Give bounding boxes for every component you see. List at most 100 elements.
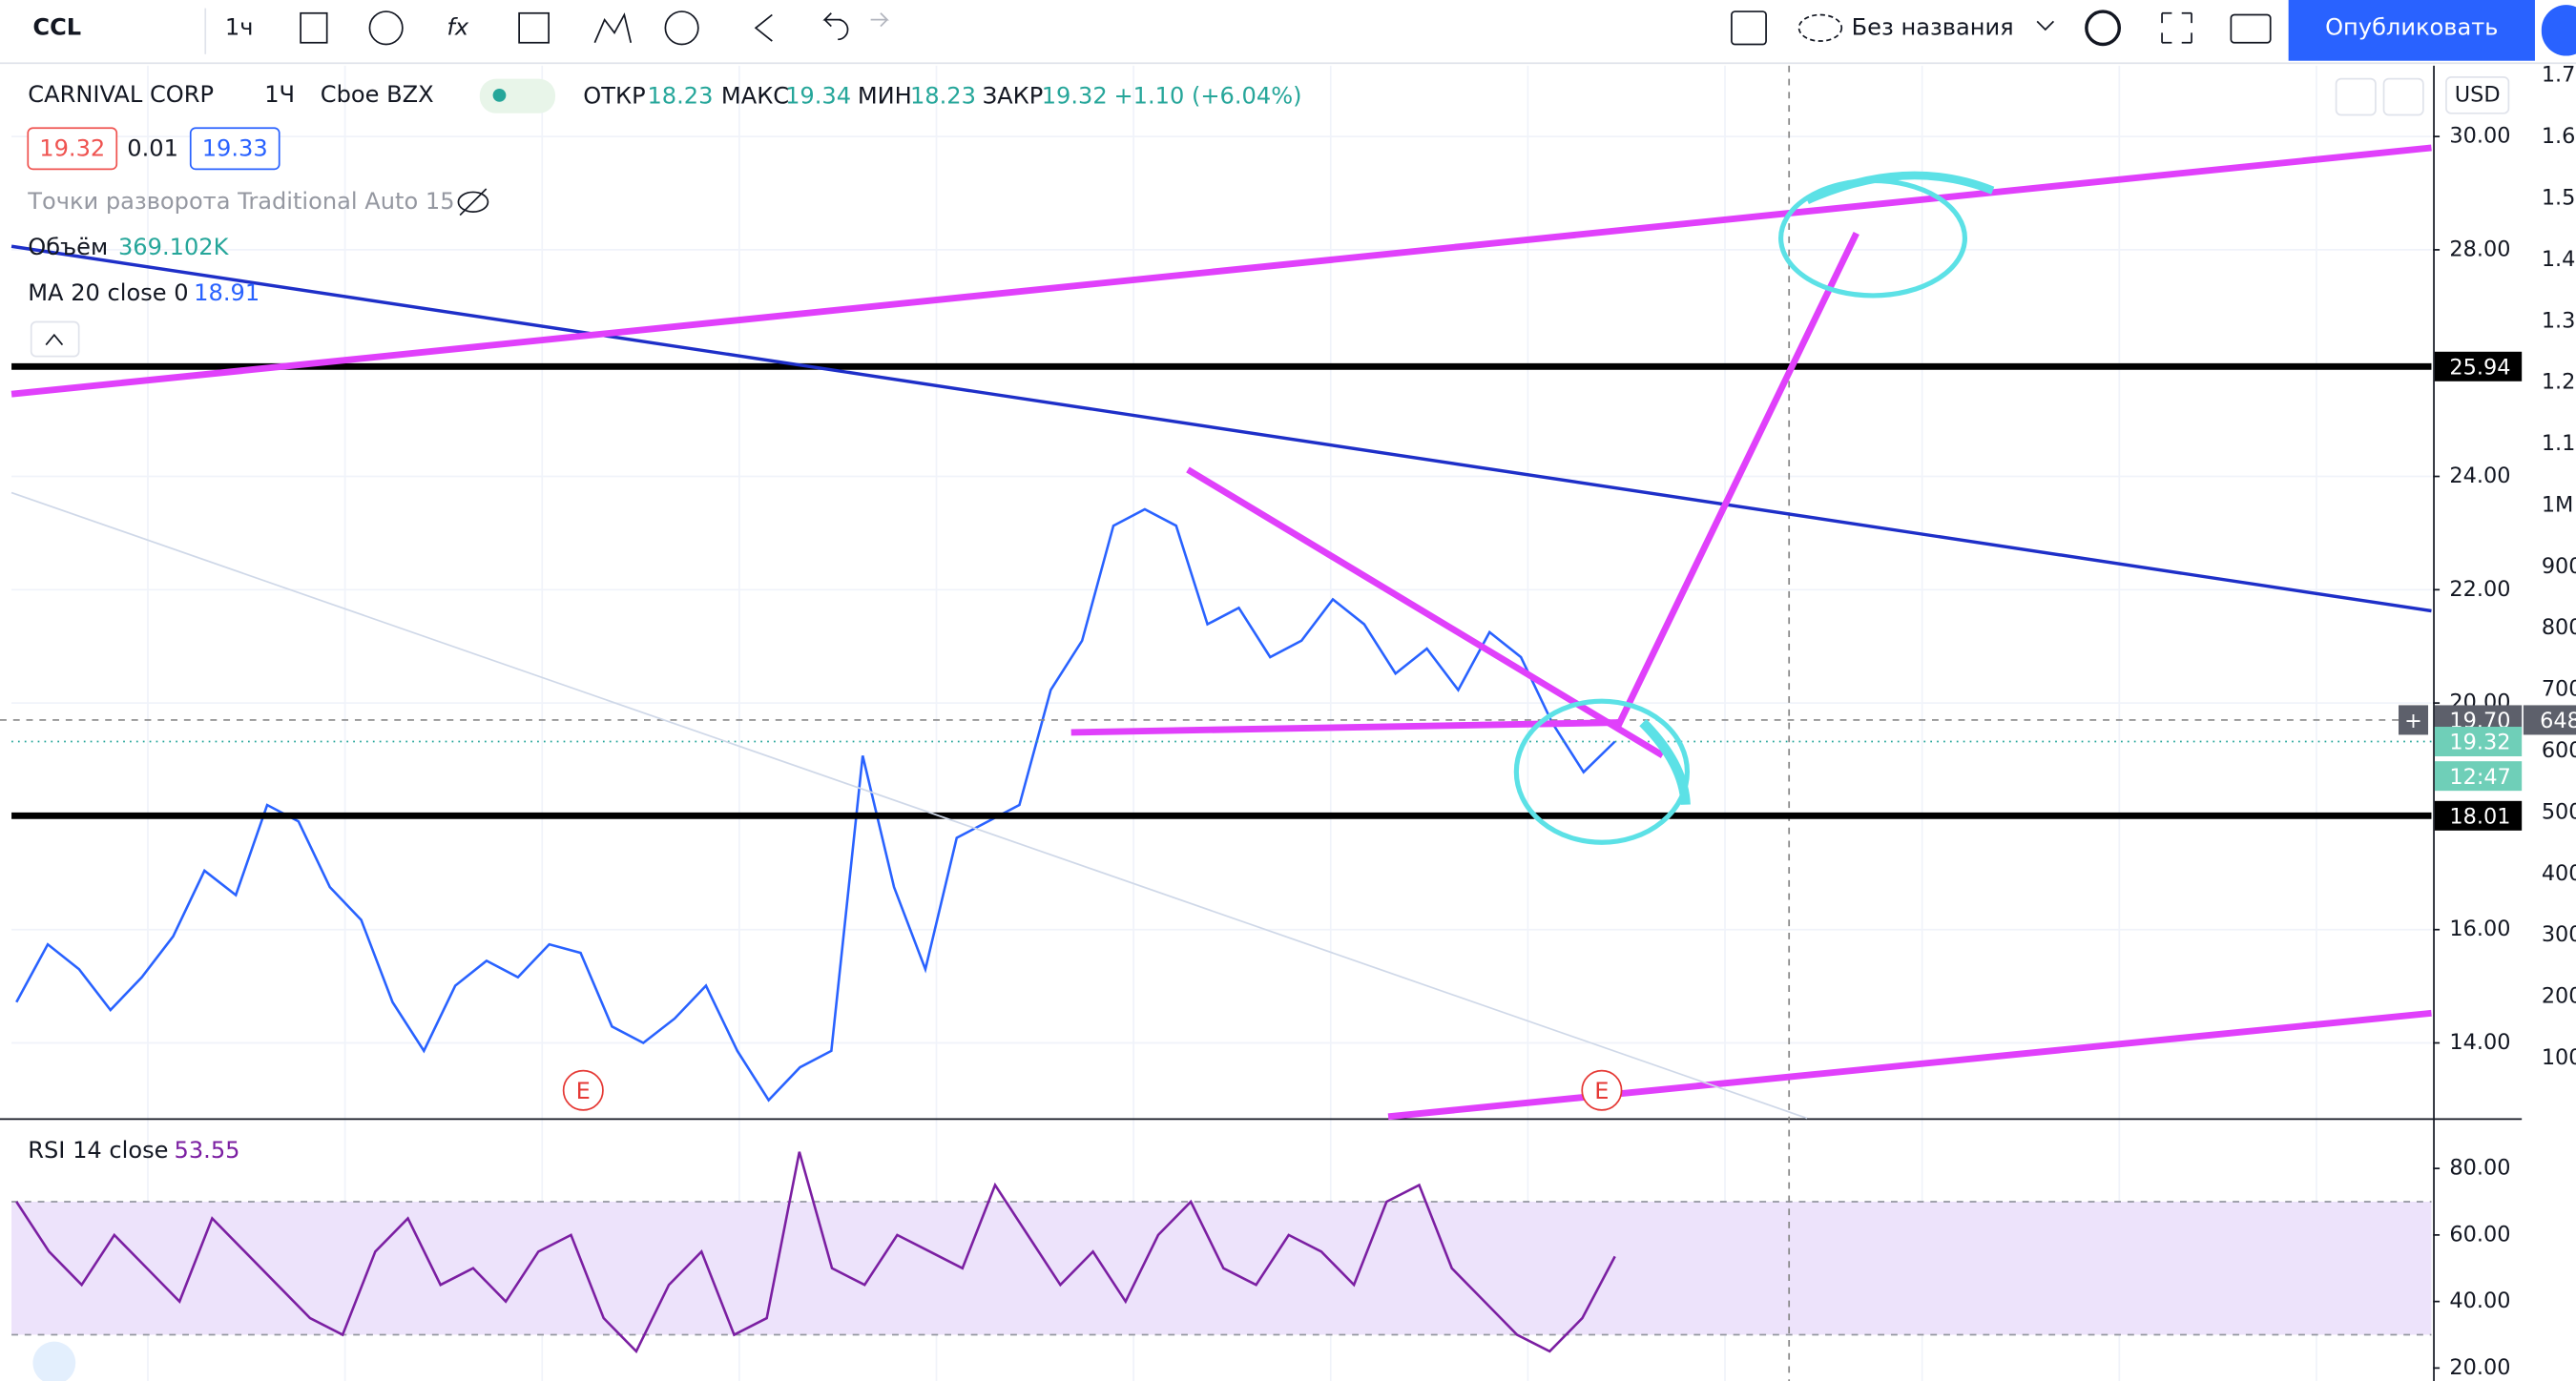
volume-axis-label: 1.2 (2542, 370, 2576, 395)
indicator-label: MA 20 close 0 (28, 279, 188, 306)
y-tick-label: 24.00 (2449, 464, 2510, 488)
replay-icon[interactable] (754, 13, 773, 42)
volume-axis-label: 1.7 (2542, 63, 2576, 88)
chart-type-icon[interactable] (300, 11, 328, 44)
compare-icon[interactable] (368, 10, 404, 46)
indicator-label: Точки разворота Traditional Auto 15 (27, 188, 454, 215)
indicator-value: 53.55 (175, 1137, 240, 1164)
ohlc-value: 18.23 (647, 83, 713, 110)
crosshair-plus: + (2404, 709, 2422, 733)
indicator-label: RSI 14 close (28, 1137, 168, 1164)
fullscreen-chart-icon[interactable] (2161, 11, 2192, 44)
ohlc-label: ЗАКР (983, 83, 1044, 110)
redo-icon[interactable] (870, 12, 889, 28)
y-tick-label: 60.00 (2449, 1222, 2510, 1247)
layout-name[interactable]: Без названия (1852, 13, 2014, 40)
axes: 14.00 16.00 20.00 22.00 24.00 28.00 30.00 25.94… (32, 63, 2576, 1381)
crosshair-plus-box (2399, 705, 2429, 735)
plot (0, 362, 2432, 1354)
rsi-band (11, 1202, 2432, 1335)
volume-axis-label: 700 (2542, 677, 2576, 702)
ohlc-label: МАКС (721, 83, 789, 110)
settings-icon[interactable] (2085, 10, 2122, 47)
indicator-value: 369.102K (118, 234, 230, 260)
account-button[interactable] (2541, 5, 2576, 56)
price-label: 18.01 (2449, 805, 2510, 830)
volume-axis-label: 1M (2542, 492, 2574, 517)
volume-axis-label: 1.3 (2542, 308, 2576, 333)
cloud-icon (1797, 13, 1843, 42)
price-label: 25.94 (2449, 356, 2510, 381)
volume-axis-label: 200 (2542, 984, 2576, 1009)
ask: 19.33 (202, 135, 268, 162)
y-tick-label: 80.00 (2449, 1156, 2510, 1181)
highlight-circle (1513, 698, 1691, 845)
drawings (10, 144, 2432, 1121)
ohlc-value: 18.23 (910, 83, 976, 110)
indicators-icon[interactable]: fx (447, 13, 468, 40)
trend-line (10, 144, 2432, 398)
earnings-marker[interactable] (1581, 1069, 1623, 1111)
scroll-button[interactable] (2335, 77, 2377, 116)
financials-icon[interactable] (518, 11, 550, 44)
volume-axis-label: 1.6 (2542, 124, 2576, 149)
templates-icon[interactable] (593, 12, 633, 44)
trend-line (1070, 719, 1619, 736)
y-tick-label: 28.00 (2449, 237, 2510, 261)
volume-label-box (2523, 705, 2576, 735)
y-tick-label: 30.00 (2449, 124, 2510, 149)
currency-box[interactable] (2445, 76, 2510, 114)
hidden-icon[interactable] (457, 191, 489, 213)
bid-box[interactable] (27, 127, 118, 171)
ohlc-label: ОТКР (583, 83, 645, 110)
volume-axis-label: 1.4 (2542, 247, 2576, 272)
volume-axis-label: 1.1 (2542, 431, 2576, 456)
publish-button[interactable] (2288, 0, 2535, 61)
countdown-box (2434, 761, 2523, 792)
price-label-box (2434, 800, 2523, 831)
y-tick-label: 22.00 (2449, 577, 2510, 602)
collapse-button[interactable] (30, 320, 80, 358)
publish-label: Опубликовать (2325, 13, 2498, 40)
market-open-dot (492, 88, 507, 102)
trend-line (1615, 231, 1859, 728)
symbol-name: CARNIVAL CORP (28, 81, 214, 108)
alert-icon[interactable] (664, 10, 699, 46)
countdown: 12:47 (2449, 765, 2510, 790)
collapse-icon (45, 333, 64, 346)
trend-line (1186, 466, 1665, 758)
volume-label: 648 (2540, 709, 2576, 733)
ask-box[interactable] (189, 127, 280, 171)
interval[interactable]: 1ч (225, 13, 254, 40)
maximize-button[interactable] (2382, 77, 2424, 116)
undo-icon[interactable] (822, 12, 849, 41)
grid (11, 65, 2432, 1381)
spread: 0.01 (127, 135, 178, 162)
volume-axis-label: 1.5 (2542, 185, 2576, 210)
highlight-stroke (1639, 718, 1691, 806)
logo (32, 1341, 76, 1381)
exchange: Cboe BZX (321, 81, 434, 108)
highlight-stroke (1805, 171, 1995, 204)
toolbar: CCL 1ч fx Без названия Опубликовать (0, 0, 2576, 65)
snapshot-icon[interactable] (2230, 13, 2272, 44)
ohlc-value: 19.32 (1042, 83, 1108, 110)
y-tick-label: 40.00 (2449, 1288, 2510, 1313)
earnings-label: E (1594, 1078, 1609, 1104)
market-status[interactable] (479, 78, 556, 113)
earnings-marker[interactable] (562, 1069, 604, 1111)
fullscreen-icon[interactable] (1731, 10, 1767, 46)
trend-line (10, 244, 2432, 613)
volume-axis-label: 300 (2542, 922, 2576, 947)
volume-axis-label: 800 (2542, 615, 2576, 640)
volume-axis-label: 600 (2542, 738, 2576, 763)
trend-line (10, 491, 1808, 1120)
volume-axis-label: 900 (2542, 554, 2576, 579)
volume-axis-label: 100 (2542, 1045, 2576, 1070)
dropdown-arrow[interactable] (2036, 20, 2055, 31)
y-tick-label: 16.00 (2449, 917, 2510, 941)
symbol[interactable]: CCL (32, 13, 81, 40)
